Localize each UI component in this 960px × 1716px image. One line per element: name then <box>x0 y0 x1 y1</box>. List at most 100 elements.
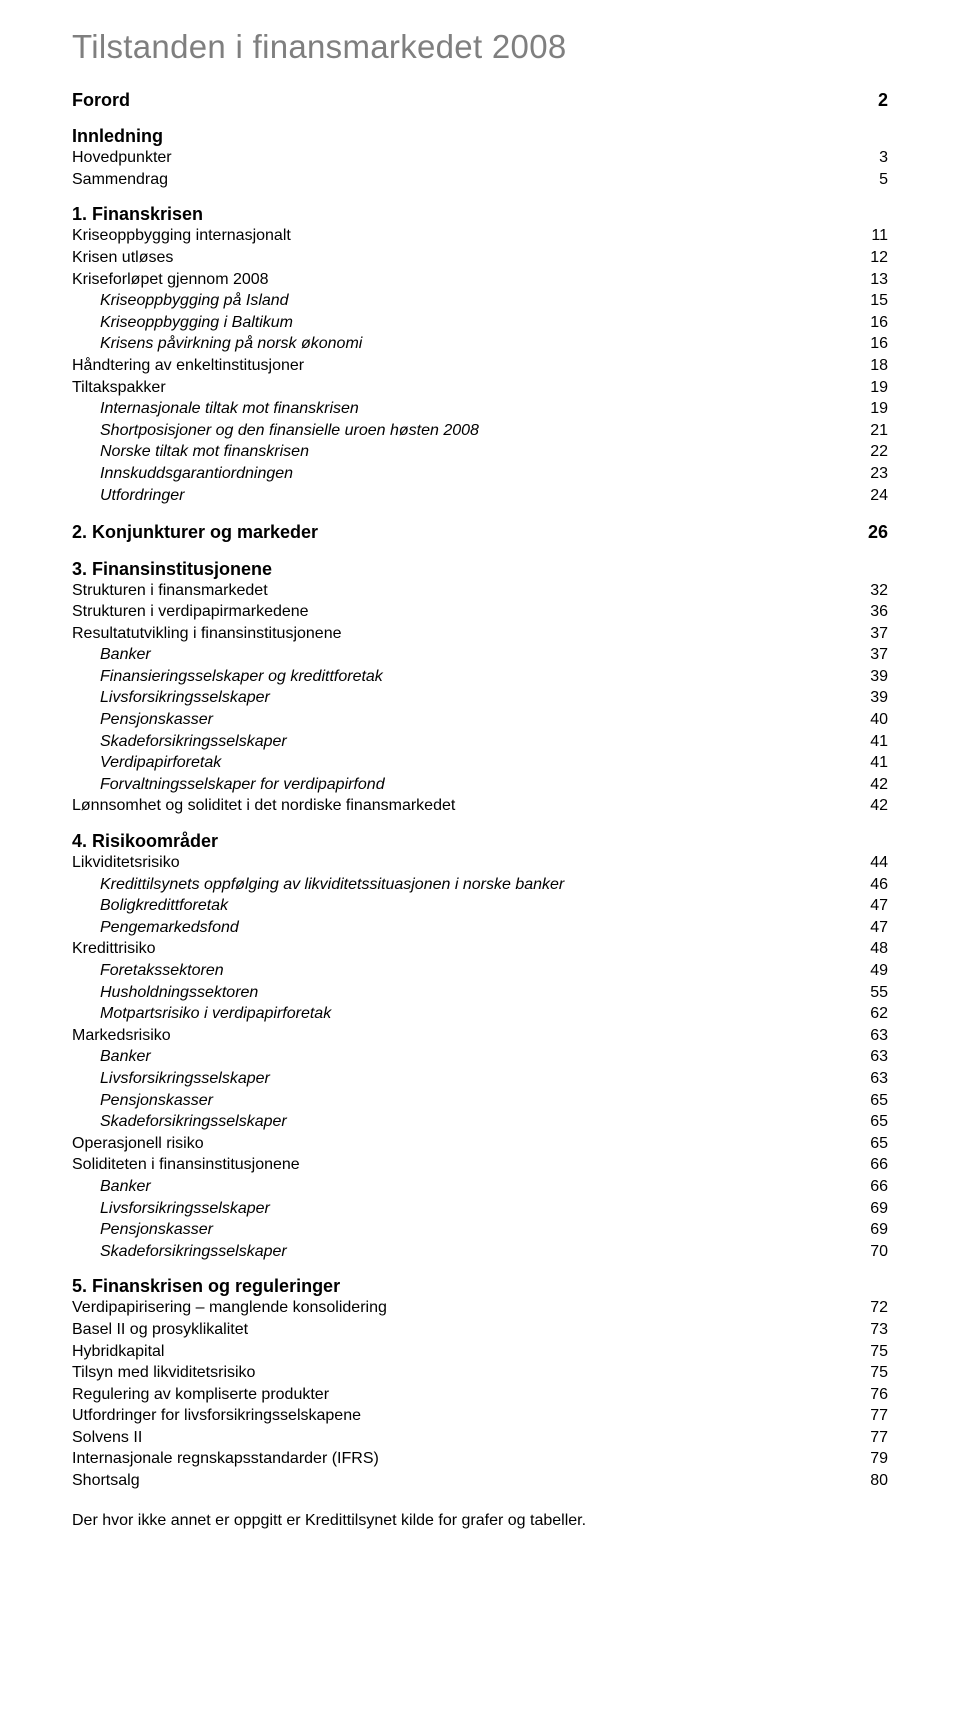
page-title: Tilstanden i finansmarkedet 2008 <box>72 28 888 66</box>
toc-row: Motpartsrisiko i verdipapirforetak62 <box>72 1003 888 1025</box>
toc-forord: Forord 2 <box>72 88 888 112</box>
toc-row-page: 12 <box>858 247 888 269</box>
toc-row-label: Husholdningssektoren <box>72 982 858 1004</box>
toc-row: Kriseoppbygging i Baltikum16 <box>72 312 888 334</box>
toc-sammendrag: Sammendrag 5 <box>72 169 888 191</box>
toc-row-page: 41 <box>858 752 888 774</box>
toc-row: Basel II og prosyklikalitet73 <box>72 1319 888 1341</box>
toc-row: Shortsalg80 <box>72 1470 888 1492</box>
toc-row-page: 16 <box>858 333 888 355</box>
toc-row-label: Regulering av kompliserte produkter <box>72 1384 858 1406</box>
toc-row-page: 80 <box>858 1470 888 1492</box>
toc-row-page: 19 <box>858 377 888 399</box>
toc-row: Husholdningssektoren55 <box>72 982 888 1004</box>
toc-row: Resultatutvikling i finansinstitusjonene… <box>72 623 888 645</box>
toc-row-label: Operasjonell risiko <box>72 1133 858 1155</box>
toc-row-page: 44 <box>858 852 888 874</box>
toc-row-label: Utfordringer for livsforsikringsselskape… <box>72 1405 858 1427</box>
toc-s4-heading: 4. Risikoområder <box>72 831 888 852</box>
toc-row: Lønnsomhet og soliditet i det nordiske f… <box>72 795 888 817</box>
toc-row-label: Krisens påvirkning på norsk økonomi <box>72 333 858 355</box>
toc-row: Boligkredittforetak47 <box>72 895 888 917</box>
toc-row-label: Håndtering av enkeltinstitusjoner <box>72 355 858 377</box>
toc-row: Verdipapirisering – manglende konsolider… <box>72 1297 888 1319</box>
toc-row-page: 75 <box>858 1362 888 1384</box>
toc-row: Tilsyn med likviditetsrisiko75 <box>72 1362 888 1384</box>
toc-row-label: Hybridkapital <box>72 1341 858 1363</box>
toc-row-label: Kriseforløpet gjennom 2008 <box>72 269 858 291</box>
toc-row-label: Banker <box>72 1176 858 1198</box>
toc-row: Skadeforsikringsselskaper65 <box>72 1111 888 1133</box>
toc-row-label: Banker <box>72 644 858 666</box>
toc-s1-list: Kriseoppbygging internasjonalt11Krisen u… <box>72 225 888 506</box>
toc-sammendrag-page: 5 <box>858 169 888 191</box>
toc-row: Livsforsikringsselskaper63 <box>72 1068 888 1090</box>
toc-row: Internasjonale regnskapsstandarder (IFRS… <box>72 1448 888 1470</box>
toc-forord-label: Forord <box>72 88 858 112</box>
toc-row: Kriseoppbygging på Island15 <box>72 290 888 312</box>
toc-s2: 2. Konjunkturer og markeder 26 <box>72 520 888 544</box>
toc-row: Tiltakspakker19 <box>72 377 888 399</box>
toc-row-label: Kriseoppbygging internasjonalt <box>72 225 858 247</box>
toc-row: Håndtering av enkeltinstitusjoner18 <box>72 355 888 377</box>
toc-row-page: 66 <box>858 1176 888 1198</box>
toc-row-label: Kredittrisiko <box>72 938 858 960</box>
toc-row-page: 65 <box>858 1111 888 1133</box>
toc-row-page: 11 <box>858 225 888 247</box>
toc-row-label: Internasjonale regnskapsstandarder (IFRS… <box>72 1448 858 1470</box>
toc-row: Foretakssektoren49 <box>72 960 888 982</box>
toc-row: Pensjonskasser65 <box>72 1090 888 1112</box>
toc-row-page: 39 <box>858 666 888 688</box>
toc-row-label: Kriseoppbygging på Island <box>72 290 858 312</box>
toc-row-page: 77 <box>858 1405 888 1427</box>
toc-row-label: Shortposisjoner og den finansielle uroen… <box>72 420 858 442</box>
toc-row: Markedsrisiko63 <box>72 1025 888 1047</box>
toc-row: Operasjonell risiko65 <box>72 1133 888 1155</box>
toc-row: Strukturen i verdipapirmarkedene36 <box>72 601 888 623</box>
toc-row-page: 15 <box>858 290 888 312</box>
toc-row-label: Pensjonskasser <box>72 1219 858 1241</box>
toc-row: Utfordringer24 <box>72 485 888 507</box>
toc-row: Banker66 <box>72 1176 888 1198</box>
toc-row-page: 70 <box>858 1241 888 1263</box>
toc-forord-page: 2 <box>858 88 888 112</box>
toc-innledning-label: Innledning <box>72 126 888 147</box>
toc-row-page: 16 <box>858 312 888 334</box>
toc-row-page: 13 <box>858 269 888 291</box>
toc-row-page: 63 <box>858 1068 888 1090</box>
toc-row-label: Finansieringsselskaper og kredittforetak <box>72 666 858 688</box>
page-footer: Der hvor ikke annet er oppgitt er Kredit… <box>72 1512 888 1530</box>
toc-row-label: Pensjonskasser <box>72 1090 858 1112</box>
toc-row-label: Skadeforsikringsselskaper <box>72 1241 858 1263</box>
toc-row: Norske tiltak mot finanskrisen22 <box>72 441 888 463</box>
toc-row: Livsforsikringsselskaper39 <box>72 687 888 709</box>
toc-s1-heading: 1. Finanskrisen <box>72 204 888 225</box>
toc-row-label: Verdipapirforetak <box>72 752 858 774</box>
toc-s4-list: Likviditetsrisiko44Kredittilsynets oppfø… <box>72 852 888 1262</box>
toc-row: Livsforsikringsselskaper69 <box>72 1198 888 1220</box>
toc-row: Regulering av kompliserte produkter76 <box>72 1384 888 1406</box>
toc-row-page: 37 <box>858 644 888 666</box>
toc-row-label: Utfordringer <box>72 485 858 507</box>
toc-row-label: Tilsyn med likviditetsrisiko <box>72 1362 858 1384</box>
toc-row-label: Verdipapirisering – manglende konsolider… <box>72 1297 858 1319</box>
toc-row-label: Krisen utløses <box>72 247 858 269</box>
toc-row: Banker37 <box>72 644 888 666</box>
toc-s2-heading: 2. Konjunkturer og markeder <box>72 520 858 544</box>
toc-row-page: 41 <box>858 731 888 753</box>
toc-row-page: 69 <box>858 1198 888 1220</box>
toc-row-label: Forvaltningsselskaper for verdipapirfond <box>72 774 858 796</box>
toc-row: Banker63 <box>72 1046 888 1068</box>
toc-row: Kriseforløpet gjennom 200813 <box>72 269 888 291</box>
toc-row: Pensjonskasser40 <box>72 709 888 731</box>
toc-row: Hybridkapital75 <box>72 1341 888 1363</box>
toc-row-page: 42 <box>858 795 888 817</box>
toc-row-page: 39 <box>858 687 888 709</box>
toc-row-label: Banker <box>72 1046 858 1068</box>
toc-row-label: Livsforsikringsselskaper <box>72 1198 858 1220</box>
toc-row: Innskuddsgarantiordningen23 <box>72 463 888 485</box>
toc-row-page: 77 <box>858 1427 888 1449</box>
toc-row: Verdipapirforetak41 <box>72 752 888 774</box>
toc-row: Finansieringsselskaper og kredittforetak… <box>72 666 888 688</box>
toc-row-label: Innskuddsgarantiordningen <box>72 463 858 485</box>
